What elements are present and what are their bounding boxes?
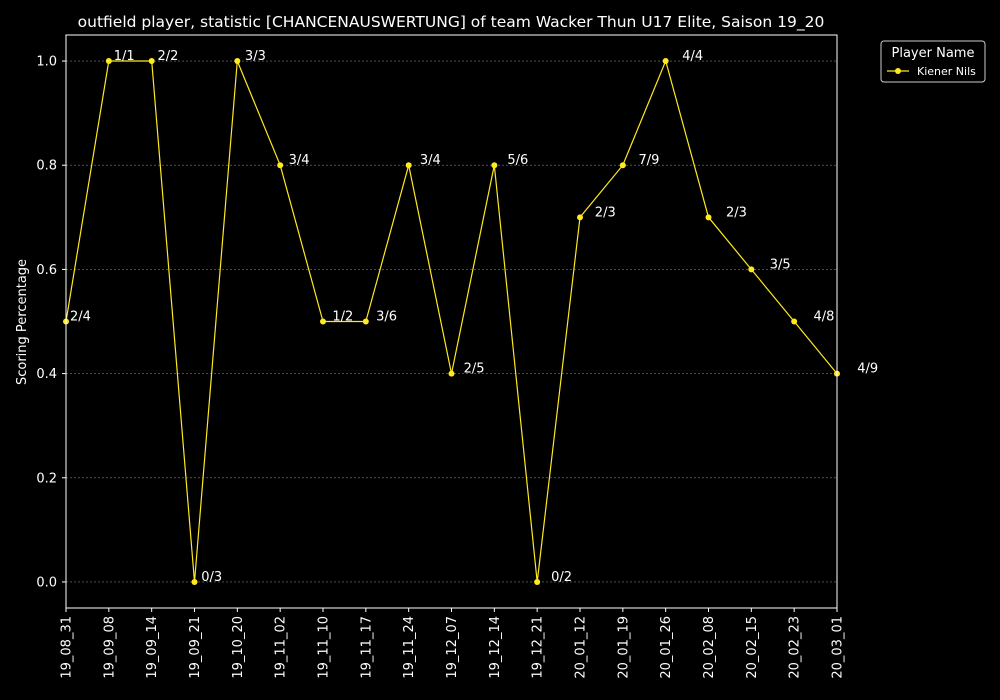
- plot-frame: [65, 34, 838, 609]
- legend-entry: Kiener Nils: [917, 65, 976, 78]
- legend-title: Player Name: [892, 46, 975, 61]
- data-point: [534, 578, 541, 585]
- x-axis: 19_08_31 19_09_08 19_09_14 19_09_21 19_10_20…: [60, 608, 846, 679]
- x-tick-label: 20_02_23: [788, 616, 803, 679]
- x-tick-label: 19_10_20: [231, 616, 246, 679]
- x-tick-label: 20_01_19: [616, 616, 631, 679]
- x-tick-label: 19_09_21: [188, 616, 203, 679]
- y-tick-label: 0.0: [36, 575, 57, 590]
- data-labels: 2/4 1/1 2/2 0/3 3/3 3/4 1/2 3/6 3/4 2/5 5/6 0/2 2/3 7…: [70, 49, 878, 585]
- y-tick-label: 0.6: [36, 263, 57, 278]
- data-label: 0/2: [551, 570, 572, 585]
- chart-title: outfield player, statistic [CHANCENAUSWE…: [78, 13, 825, 32]
- y-axis-label: Scoring Percentage: [15, 259, 30, 385]
- data-point: [662, 58, 669, 65]
- x-tick-label: 19_11_10: [317, 616, 332, 679]
- data-label: 3/4: [289, 153, 310, 168]
- data-point: [191, 578, 198, 585]
- x-tick-label: 19_11_02: [274, 616, 289, 679]
- data-label: 2/4: [70, 310, 91, 325]
- data-label: 4/8: [813, 310, 834, 325]
- y-tick-label: 0.2: [36, 471, 57, 486]
- x-tick-label: 19_11_17: [359, 616, 374, 679]
- data-point: [619, 162, 626, 169]
- y-axis: 0.0 0.2 0.4 0.6 0.8 1.0: [36, 55, 66, 590]
- data-label: 4/4: [682, 49, 703, 64]
- data-point: [448, 370, 455, 377]
- data-point: [234, 58, 241, 65]
- x-tick-label: 20_02_08: [702, 616, 717, 679]
- data-label: 3/4: [420, 153, 441, 168]
- data-label: 2/3: [726, 205, 747, 220]
- x-tick-label: 20_02_15: [745, 616, 760, 679]
- data-point: [105, 58, 112, 65]
- x-tick-label: 20_01_12: [574, 616, 589, 679]
- data-label: 3/6: [376, 310, 397, 325]
- data-label: 2/5: [464, 362, 485, 377]
- x-tick-label: 19_09_14: [145, 616, 160, 679]
- data-point: [405, 162, 412, 169]
- data-label: 1/1: [114, 49, 135, 64]
- data-label: 7/9: [639, 153, 660, 168]
- data-point: [791, 318, 798, 325]
- data-label: 4/9: [857, 362, 878, 377]
- x-tick-label: 20_01_26: [659, 616, 674, 679]
- data-point: [705, 214, 712, 221]
- data-label: 3/5: [770, 257, 791, 272]
- data-point: [277, 162, 284, 169]
- x-tick-label: 19_12_07: [445, 616, 460, 679]
- data-label: 1/2: [332, 310, 353, 325]
- y-tick-label: 1.0: [36, 55, 57, 70]
- data-label: 2/2: [157, 49, 178, 64]
- data-point: [748, 266, 755, 273]
- legend: Player Name Kiener Nils: [880, 40, 986, 83]
- x-tick-label: 20_03_01: [831, 616, 846, 679]
- x-tick-label: 19_11_24: [402, 616, 417, 679]
- legend-box: [880, 40, 986, 83]
- data-point: [362, 318, 369, 325]
- x-tick-label: 19_09_08: [102, 616, 117, 679]
- legend-marker: [895, 68, 901, 74]
- x-tick-label: 19_12_14: [488, 616, 503, 679]
- data-point: [320, 318, 326, 325]
- data-point: [148, 58, 155, 65]
- data-label: 0/3: [201, 570, 222, 585]
- data-point: [491, 162, 498, 169]
- y-tick-label: 0.4: [36, 367, 57, 382]
- data-point: [577, 214, 583, 221]
- data-label: 5/6: [507, 153, 528, 168]
- x-tick-label: 19_08_31: [60, 616, 75, 679]
- y-tick-label: 0.8: [36, 159, 57, 174]
- data-label: 3/3: [245, 49, 266, 64]
- data-label: 2/3: [595, 205, 616, 220]
- x-tick-label: 19_12_21: [531, 616, 546, 679]
